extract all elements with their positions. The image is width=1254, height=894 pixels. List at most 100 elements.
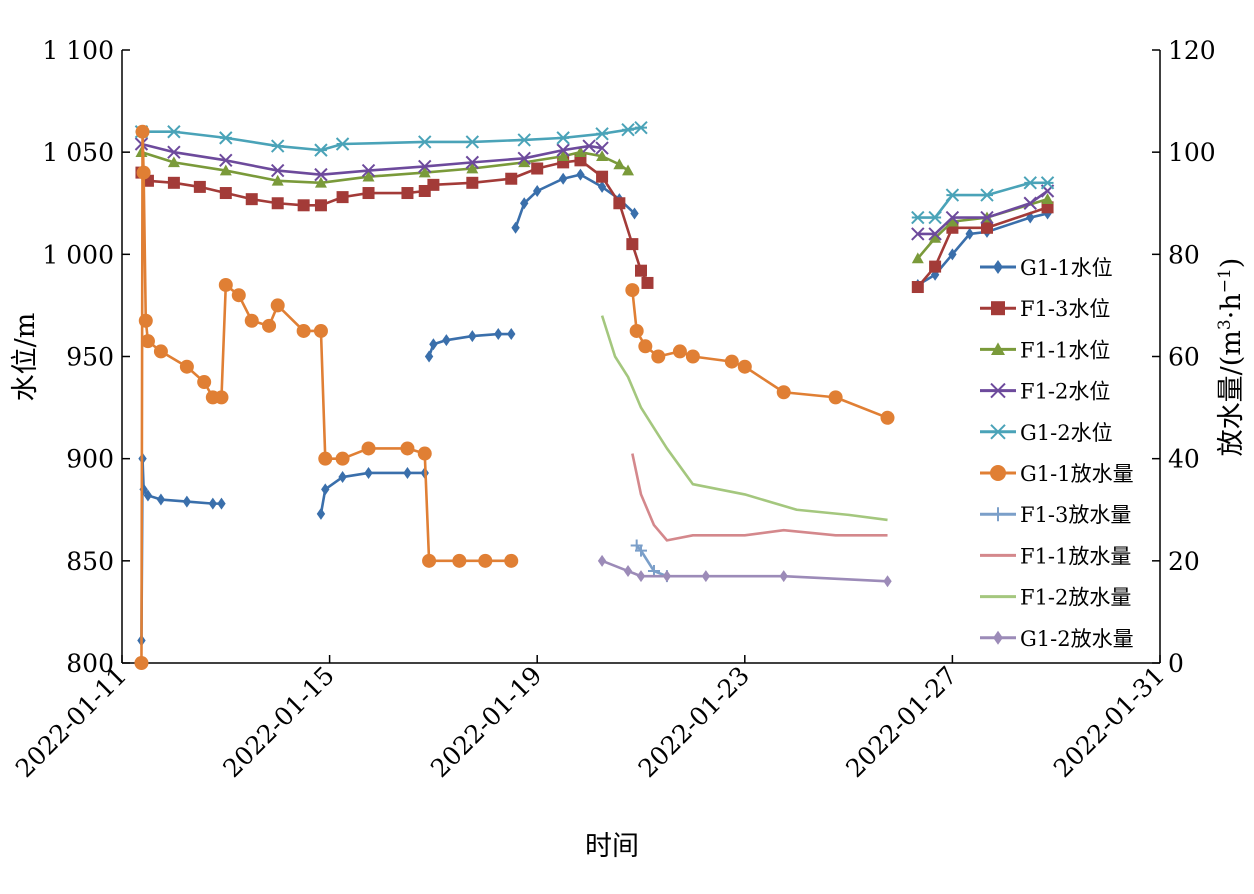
legend-label: G1-2水位 [1020,421,1113,445]
y-right-tick-label: 20 [1168,547,1200,576]
square-marker [613,197,626,210]
square-marker [245,193,258,206]
triangle-marker [991,342,1005,355]
diamond-marker [558,172,568,185]
triangle-marker [271,174,284,186]
diamond-marker [701,570,711,583]
diamond-marker [424,350,434,363]
y-axis-right-title: 放水量/(m3·h−1) [1215,258,1247,457]
diamond-marker [507,328,516,341]
asterisk-marker [928,210,942,225]
circle-marker [478,553,493,568]
legend-item: F1-1水位 [980,338,1110,362]
triangle-marker [946,215,959,227]
circle-marker [672,344,687,359]
diamond-marker [182,495,192,508]
triangle-marker [362,170,375,182]
diamond-marker [623,565,633,578]
diamond-marker [156,493,166,506]
legend-item: G1-1放水量 [980,462,1134,486]
square-marker [219,187,232,200]
asterisk-marker [634,120,648,135]
x-tick-label: 2022-01-19 [425,661,547,783]
y-right-tick-label: 100 [1168,138,1216,167]
x-marker [980,210,994,225]
series-line [631,289,889,420]
series-6 [630,539,673,583]
y-right-tick-label: 60 [1168,343,1200,372]
y-left-tick-label: 1 050 [42,138,114,167]
asterisk-marker [418,135,432,149]
square-marker [336,191,349,204]
circle-marker [134,656,149,670]
square-marker [427,178,440,191]
y-right-title-prefix: 放水量/(m [1216,330,1247,456]
asterisk-marker [314,143,328,157]
triangle-marker [557,150,570,162]
diamond-marker [779,570,788,583]
asterisk-marker [595,127,609,141]
triangle-marker [219,164,232,176]
legend-item: F1-3水位 [980,297,1110,321]
legend-item: F1-2放水量 [980,586,1131,610]
diamond-marker [364,466,373,479]
circle-marker [153,344,168,359]
y-right-tick-label: 0 [1168,649,1184,678]
asterisk-marker [556,131,570,145]
x-marker [945,210,960,225]
legend-label: F1-3放水量 [1020,503,1131,527]
circle-marker [140,334,155,349]
series-line [319,471,425,515]
circle-marker [135,124,150,139]
triangle-marker [1041,193,1054,204]
series-3 [134,137,1055,241]
triangle-marker [929,231,942,243]
diamond-marker [520,197,529,210]
series-0 [137,168,1052,647]
square-marker [167,176,180,189]
y-right-tick-label: 120 [1168,36,1216,65]
circle-marker [737,359,752,374]
diamond-marker [442,334,451,347]
circle-marker [990,465,1006,481]
x-marker [167,145,181,159]
square-marker [505,172,518,185]
asterisk-marker [980,188,994,202]
diamond-marker [143,489,153,502]
x-marker [556,143,570,157]
y-left-tick-label: 1 000 [42,240,114,269]
y-right-title-mid: ·h [1216,293,1247,319]
legend-label: G1-1水位 [1020,256,1113,280]
square-marker [991,301,1005,316]
x-marker [595,141,609,155]
y-right-tick-label: 40 [1168,445,1200,474]
circle-marker [504,553,519,568]
circle-marker [422,553,437,568]
circle-marker [638,339,653,354]
triangle-marker [418,166,431,178]
legend-label: G1-1放水量 [1020,462,1134,486]
x-marker [465,155,480,170]
circle-marker [724,354,739,369]
asterisk-marker [1040,176,1055,190]
x-marker [582,139,596,153]
series-7 [631,453,888,542]
circle-marker [313,323,328,338]
y-axis-left-title: 水位/m [10,313,41,402]
circle-marker [651,349,666,364]
y-left-tick-label: 850 [66,547,114,576]
square-marker [314,199,327,212]
diamond-marker [321,483,330,496]
y-right-tick-label: 80 [1168,240,1200,269]
y-left-tick-label: 900 [66,445,114,474]
circle-marker [400,441,415,456]
x-marker [911,227,925,241]
asterisk-marker [335,137,350,151]
square-marker [911,281,924,294]
diamond-marker [511,221,520,234]
legend-label: G1-2放水量 [1020,627,1134,651]
series-line [141,142,603,176]
diamond-marker [993,260,1003,274]
circle-marker [197,375,212,390]
